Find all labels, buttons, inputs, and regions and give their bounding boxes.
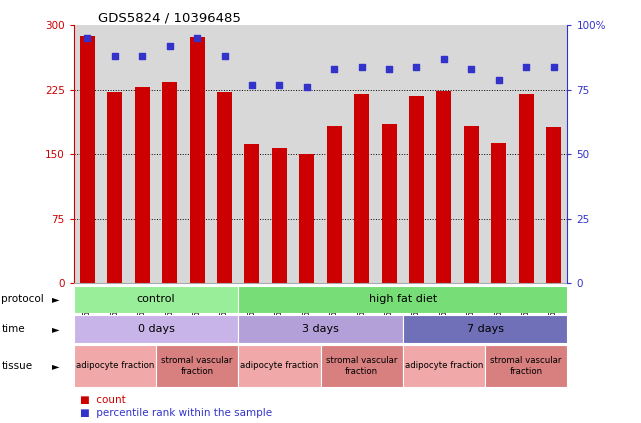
- Bar: [238, 315, 403, 343]
- Point: [438, 55, 449, 62]
- Bar: [519, 94, 534, 283]
- Bar: [74, 345, 156, 387]
- Bar: [156, 345, 238, 387]
- Bar: [381, 124, 397, 283]
- Bar: [464, 126, 479, 283]
- Point: [494, 76, 504, 83]
- Bar: [430, 25, 458, 283]
- Point: [329, 66, 339, 73]
- Text: adipocyte fraction: adipocyte fraction: [404, 361, 483, 371]
- Point: [549, 63, 559, 70]
- Point: [521, 63, 531, 70]
- Bar: [217, 93, 232, 283]
- Bar: [491, 143, 506, 283]
- Bar: [512, 25, 540, 283]
- Bar: [546, 127, 561, 283]
- Point: [137, 53, 147, 60]
- Point: [466, 66, 476, 73]
- Text: high fat diet: high fat diet: [369, 294, 437, 304]
- Point: [274, 81, 285, 88]
- Text: ►: ►: [51, 361, 59, 371]
- Bar: [74, 25, 101, 283]
- Point: [302, 84, 312, 91]
- Bar: [190, 36, 204, 283]
- Bar: [327, 126, 342, 283]
- Bar: [403, 25, 430, 283]
- Text: ►: ►: [51, 294, 59, 304]
- Text: GDS5824 / 10396485: GDS5824 / 10396485: [99, 11, 241, 24]
- Bar: [129, 25, 156, 283]
- Bar: [485, 25, 512, 283]
- Bar: [74, 286, 238, 313]
- Text: ■  count: ■ count: [80, 395, 126, 404]
- Bar: [354, 94, 369, 283]
- Text: ■  percentile rank within the sample: ■ percentile rank within the sample: [80, 408, 272, 418]
- Text: 7 days: 7 days: [467, 324, 504, 334]
- Bar: [320, 345, 403, 387]
- Bar: [135, 87, 150, 283]
- Text: ►: ►: [51, 324, 59, 334]
- Text: control: control: [137, 294, 175, 304]
- Text: 0 days: 0 days: [138, 324, 174, 334]
- Bar: [403, 315, 567, 343]
- Point: [219, 53, 229, 60]
- Bar: [238, 25, 265, 283]
- Text: stromal vascular
fraction: stromal vascular fraction: [162, 356, 233, 376]
- Bar: [458, 25, 485, 283]
- Bar: [101, 25, 129, 283]
- Bar: [272, 148, 287, 283]
- Bar: [540, 25, 567, 283]
- Bar: [320, 25, 348, 283]
- Bar: [437, 91, 451, 283]
- Bar: [80, 36, 95, 283]
- Text: protocol: protocol: [1, 294, 44, 304]
- Text: time: time: [1, 324, 25, 334]
- Point: [165, 43, 175, 49]
- Bar: [348, 25, 376, 283]
- Bar: [74, 315, 238, 343]
- Bar: [183, 25, 211, 283]
- Bar: [485, 345, 567, 387]
- Bar: [299, 154, 314, 283]
- Text: adipocyte fraction: adipocyte fraction: [240, 361, 319, 371]
- Bar: [107, 93, 122, 283]
- Bar: [238, 286, 567, 313]
- Bar: [162, 82, 177, 283]
- Point: [412, 63, 422, 70]
- Point: [356, 63, 367, 70]
- Text: 3 days: 3 days: [302, 324, 339, 334]
- Bar: [238, 345, 320, 387]
- Text: tissue: tissue: [1, 361, 33, 371]
- Text: adipocyte fraction: adipocyte fraction: [76, 361, 154, 371]
- Text: stromal vascular
fraction: stromal vascular fraction: [490, 356, 562, 376]
- Point: [82, 35, 92, 42]
- Bar: [403, 345, 485, 387]
- Point: [384, 66, 394, 73]
- Point: [110, 53, 120, 60]
- Point: [247, 81, 257, 88]
- Bar: [156, 25, 183, 283]
- Bar: [376, 25, 403, 283]
- Point: [192, 35, 203, 42]
- Bar: [265, 25, 293, 283]
- Text: stromal vascular
fraction: stromal vascular fraction: [326, 356, 397, 376]
- Bar: [244, 144, 260, 283]
- Bar: [409, 96, 424, 283]
- Bar: [211, 25, 238, 283]
- Bar: [293, 25, 320, 283]
